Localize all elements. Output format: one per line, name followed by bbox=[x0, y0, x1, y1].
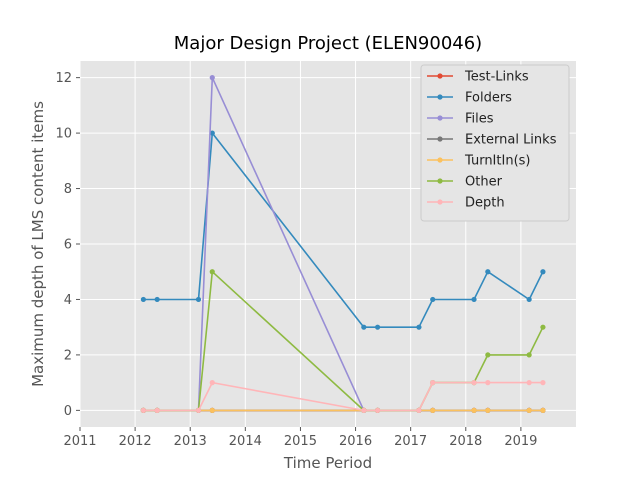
data-point bbox=[195, 407, 202, 413]
data-point bbox=[416, 407, 422, 413]
y-tick-label: 0 bbox=[64, 404, 72, 419]
legend-swatch-marker bbox=[437, 178, 443, 184]
y-tick-label: 2 bbox=[64, 348, 72, 363]
data-point bbox=[485, 352, 491, 358]
data-point bbox=[471, 296, 477, 303]
legend-item: External Links bbox=[427, 133, 557, 148]
data-point bbox=[140, 296, 146, 303]
x-tick-label: 2015 bbox=[284, 434, 317, 449]
data-point bbox=[140, 407, 146, 413]
x-tick-label: 2013 bbox=[174, 434, 207, 449]
data-point bbox=[209, 269, 215, 275]
series-line bbox=[143, 381, 543, 412]
x-tick-label: 2017 bbox=[394, 434, 427, 449]
x-tick-label: 2014 bbox=[229, 434, 262, 449]
data-point bbox=[361, 324, 367, 330]
legend-label: TurnItIn(s) bbox=[464, 154, 530, 169]
data-point bbox=[195, 296, 202, 303]
series-depth bbox=[140, 380, 546, 413]
legend-swatch-marker bbox=[437, 136, 443, 142]
legend-item: Files bbox=[427, 112, 494, 127]
data-point bbox=[430, 380, 436, 386]
series-folders bbox=[140, 130, 546, 330]
y-tick-label: 10 bbox=[55, 127, 72, 142]
data-point bbox=[526, 407, 532, 413]
x-tick-label: 2019 bbox=[504, 434, 537, 449]
x-tick-label: 2011 bbox=[63, 434, 96, 449]
legend-item: Other bbox=[427, 175, 503, 190]
tick-labels: 2011 2012 2013 2014 2015 2016 2017 2018 2019 0 2 4 6… bbox=[55, 71, 537, 449]
legend-box bbox=[420, 64, 570, 222]
legend: Test-Links Folders Files External Links Turn… bbox=[420, 64, 570, 222]
data-point bbox=[430, 296, 436, 303]
data-point bbox=[526, 296, 532, 303]
y-axis-label: Maximum depth of LMS content items bbox=[29, 101, 47, 387]
legend-swatch-marker bbox=[437, 199, 443, 205]
legend-label: Depth bbox=[465, 196, 505, 211]
legend-label: Files bbox=[465, 112, 494, 127]
x-axis-label: Time Period bbox=[283, 454, 372, 472]
data-point bbox=[485, 380, 491, 386]
data-point bbox=[209, 407, 215, 413]
legend-swatch-marker bbox=[437, 94, 443, 100]
data-point bbox=[375, 407, 381, 413]
data-point bbox=[540, 407, 546, 413]
data-point bbox=[540, 380, 546, 386]
y-tick-label: 4 bbox=[64, 293, 72, 308]
x-tick-label: 2018 bbox=[449, 434, 482, 449]
legend-label: External Links bbox=[465, 133, 557, 148]
data-point bbox=[485, 269, 491, 275]
data-point bbox=[361, 407, 367, 413]
data-point bbox=[154, 407, 160, 413]
data-point bbox=[209, 75, 215, 81]
data-point bbox=[154, 296, 160, 303]
data-point bbox=[540, 324, 546, 330]
data-point bbox=[430, 407, 436, 413]
data-point bbox=[471, 407, 477, 413]
data-point bbox=[485, 407, 491, 413]
data-point bbox=[526, 380, 532, 386]
legend-swatch-marker bbox=[437, 157, 443, 163]
data-point bbox=[540, 269, 546, 275]
legend-swatch-marker bbox=[437, 115, 443, 121]
y-tick-label: 8 bbox=[64, 182, 72, 197]
y-tick-label: 12 bbox=[55, 71, 72, 86]
legend-item: Folders bbox=[427, 91, 512, 106]
legend-item: Test-Links bbox=[427, 70, 529, 85]
legend-item: TurnItIn(s) bbox=[427, 154, 530, 169]
legend-label: Test-Links bbox=[464, 70, 529, 85]
data-point bbox=[526, 352, 532, 358]
legend-swatch-marker bbox=[437, 73, 443, 79]
chart-title: Major Design Project (ELEN90046) bbox=[174, 33, 482, 54]
data-point bbox=[209, 130, 215, 136]
legend-label: Folders bbox=[465, 91, 512, 106]
data-point bbox=[416, 324, 422, 330]
series-line bbox=[143, 132, 544, 329]
legend-item: Depth bbox=[427, 196, 505, 211]
legend-label: Other bbox=[465, 175, 503, 190]
data-point bbox=[209, 380, 215, 386]
data-point bbox=[471, 380, 477, 386]
x-tick-label: 2012 bbox=[119, 434, 152, 449]
x-tick-label: 2016 bbox=[339, 434, 372, 449]
y-tick-label: 6 bbox=[64, 238, 72, 253]
data-point bbox=[375, 324, 381, 330]
series-lines bbox=[140, 75, 546, 413]
